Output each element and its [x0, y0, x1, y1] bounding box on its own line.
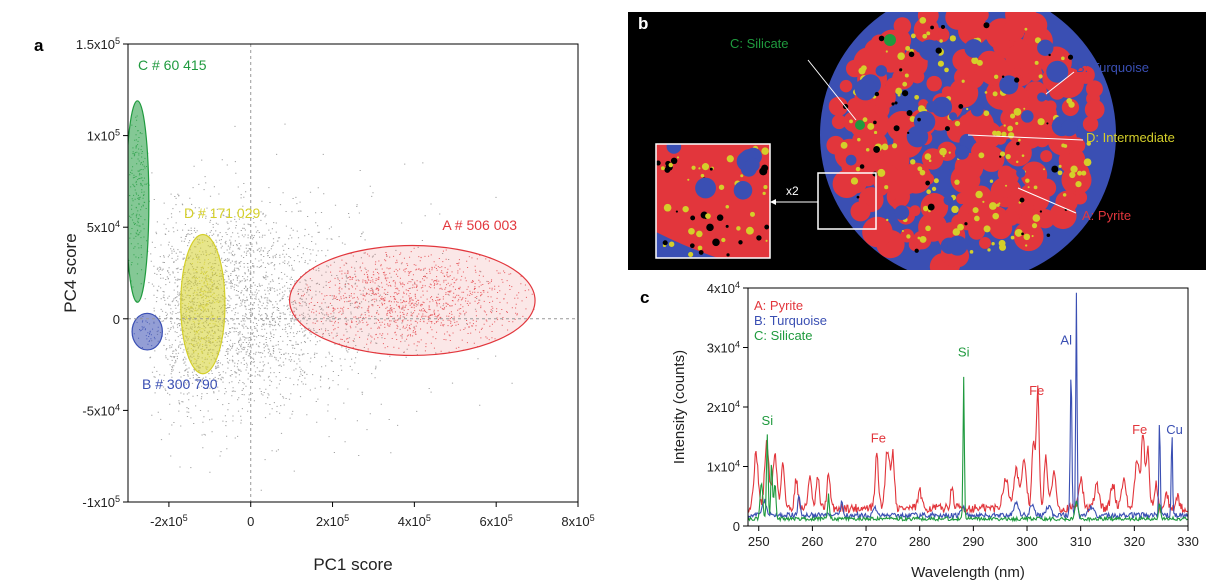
x-tick-label: 2x105 — [316, 513, 349, 529]
cluster-label-0: A # 506 003 — [442, 217, 517, 233]
y-tick-label: -1x105 — [82, 494, 120, 510]
cluster-ellipse-0 — [290, 246, 535, 356]
zoom-factor-label: x2 — [786, 184, 799, 198]
x-tick-label: 6x105 — [480, 513, 513, 529]
turquoise-map-label: B: Turquoise — [1076, 60, 1149, 75]
panel-letter-c: c — [640, 288, 649, 308]
x-tick-label: -2x105 — [150, 513, 188, 529]
x-tick-label: 8x105 — [561, 513, 594, 529]
peak-label-5: Fe — [1132, 422, 1147, 437]
cluster-label-3: D # 171 029 — [184, 205, 260, 221]
legend-entry-1: B: Turquoise — [754, 313, 827, 328]
y-axis-label-c: Intensity (counts) — [671, 350, 688, 464]
x-axis-label: PC1 score — [313, 555, 392, 574]
silicate-map-label: C: Silicate — [730, 36, 789, 51]
y-tick-label: 1.5x105 — [76, 36, 120, 52]
legend-entry-2: C: Silicate — [754, 328, 813, 343]
cluster-label-2: C # 60 415 — [138, 57, 207, 73]
c-x-tick-label: 320 — [1123, 534, 1145, 549]
y-tick-label: 1x105 — [87, 128, 120, 144]
peak-label-4: Al — [1060, 333, 1072, 348]
c-y-tick-label: 2x104 — [707, 399, 740, 415]
zoom-arrowhead — [770, 199, 776, 205]
cluster-label-1: B # 300 790 — [142, 376, 218, 392]
peak-label-2: Si — [958, 344, 970, 359]
pyrite-map-label: A: Pyrite — [1082, 208, 1131, 223]
y-axis-label: PC4 score — [61, 233, 80, 312]
c-y-tick-label: 0 — [733, 519, 740, 534]
peak-annotation-layer: Si Fe Si Fe Al Fe Cu — [762, 333, 1183, 446]
cluster-ellipse-2 — [126, 101, 149, 303]
c-y-tick-label: 3x104 — [707, 340, 740, 356]
peak-label-6: Cu — [1166, 422, 1183, 437]
peak-label-0: Si — [762, 413, 774, 428]
zoom-inset — [656, 139, 770, 258]
c-x-tick-label: 290 — [963, 534, 985, 549]
c-x-tick-label: 330 — [1177, 534, 1199, 549]
c-y-tick-label: 1x104 — [707, 459, 740, 475]
c-x-tick-label: 270 — [855, 534, 877, 549]
x-tick-label: 0 — [247, 514, 254, 529]
intermediate-map-label: D: Intermediate — [1086, 130, 1175, 145]
series-line-0 — [748, 385, 1188, 512]
c-x-tick-label: 250 — [748, 534, 770, 549]
c-x-tick-label: 300 — [1016, 534, 1038, 549]
y-tick-label: -5x104 — [82, 402, 120, 418]
panel-letter-a: a — [34, 36, 43, 56]
peak-label-3: Fe — [1029, 383, 1044, 398]
y-tick-label: 0 — [113, 312, 120, 327]
series-line-2 — [748, 377, 1188, 521]
x-tick-label: 4x105 — [398, 513, 431, 529]
y-tick-label: 5x104 — [87, 219, 120, 235]
c-x-tick-label: 260 — [802, 534, 824, 549]
legend-entry-0: A: Pyrite — [754, 298, 803, 313]
c-x-tick-label: 280 — [909, 534, 931, 549]
pca-scatter-chart: -2x105 0 2x105 4x105 6x105 8x105 -1x105 -5x104 0… — [0, 0, 620, 584]
cluster-ellipse-3 — [181, 235, 225, 374]
cluster-layer — [126, 101, 535, 374]
spectra-chart: 250 260 270 280 290 300 310 320 330 0 1x104 2x104 3x… — [628, 280, 1206, 584]
x-axis-label-c: Wavelength (nm) — [911, 564, 1025, 581]
c-x-tick-label: 310 — [1070, 534, 1092, 549]
peak-label-1: Fe — [871, 431, 886, 446]
mineral-map-panel: b C: Silicate B: Turquoise D: Intermedia… — [628, 12, 1206, 270]
c-y-tick-label: 4x104 — [707, 280, 740, 296]
panel-letter-b: b — [638, 14, 648, 34]
